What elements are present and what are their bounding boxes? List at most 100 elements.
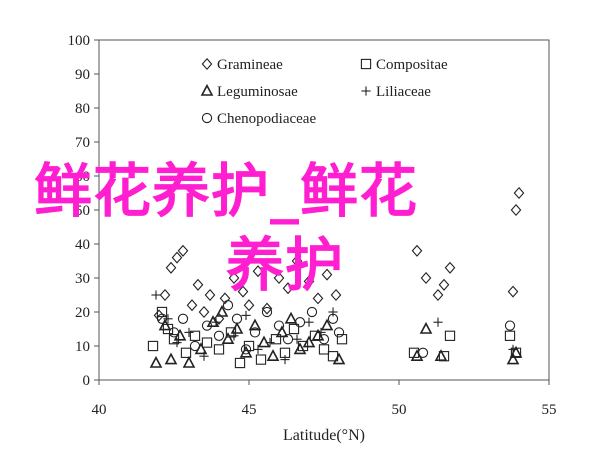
gramineae-point — [165, 261, 177, 274]
leguminosae-point — [320, 318, 334, 331]
leguminosae-point — [215, 304, 229, 317]
chenopodiaceae-point — [333, 327, 345, 338]
leguminosae-point — [419, 321, 433, 334]
gramineae-point — [303, 275, 315, 288]
y-tick-label: 30 — [75, 271, 90, 287]
chenopodiaceae-point — [213, 330, 225, 341]
chenopodiaceae-point — [249, 327, 261, 338]
gramineae-point — [510, 203, 522, 217]
leguminosae-point — [284, 311, 298, 324]
x-axis: 40 45 50 55 — [92, 380, 557, 418]
gramineae-point — [312, 292, 324, 305]
legend-gramineae-marker — [201, 57, 213, 71]
chenopodiaceae-point — [294, 317, 306, 328]
leguminosae-point — [293, 342, 307, 355]
leguminosae-point — [164, 352, 178, 365]
chenopodiaceae-point — [177, 313, 189, 324]
compositae-point — [243, 340, 255, 352]
chenopodiaceae-point — [327, 313, 339, 324]
y-tick-label: 100 — [68, 33, 91, 49]
x-tick-label: 55 — [542, 402, 557, 418]
legend-liliaceae-label: Liliaceae — [376, 84, 431, 100]
y-axis: 0 10 20 30 40 50 60 70 80 90 100 — [68, 33, 99, 389]
legend-compositae-label: Compositae — [376, 57, 448, 73]
y-tick-label: 50 — [75, 203, 90, 219]
gramineae-point — [243, 299, 255, 312]
legend-leguminosae-marker — [200, 83, 214, 96]
chenopodiaceae-point — [201, 320, 213, 331]
x-tick-label: 40 — [92, 402, 107, 418]
liliaceae-point — [229, 331, 239, 341]
y-tick-label: 70 — [75, 135, 90, 151]
gramineae-point — [438, 278, 450, 291]
liliaceae-point — [328, 307, 338, 317]
compositae-point — [213, 344, 225, 355]
leguminosae-point — [434, 349, 448, 362]
x-tick-label: 45 — [242, 402, 257, 418]
leguminosae-point — [410, 349, 424, 362]
legend: Gramineae Compositae Leguminosae Liliaceae C… — [200, 57, 448, 127]
gramineae-point — [237, 285, 249, 298]
gramineae-point — [321, 268, 333, 281]
gramineae-point — [432, 288, 444, 302]
chenopodiaceae-point — [273, 320, 285, 331]
compositae-point — [444, 330, 456, 341]
watermark-line-1: 鲜花养护_鲜花 — [34, 157, 419, 225]
gramineae-point — [159, 288, 171, 302]
liliaceae-point — [433, 317, 443, 327]
gramineae-point — [420, 271, 432, 285]
compositae-point — [504, 330, 516, 341]
leguminosae-point — [275, 325, 289, 338]
leguminosae-point — [248, 318, 262, 331]
gramineae-point — [252, 265, 264, 278]
leguminosae-point — [302, 335, 316, 348]
y-tick-label: 80 — [75, 101, 90, 117]
compositae-point — [255, 354, 267, 365]
leguminosae-point — [158, 318, 172, 331]
leguminosae-point — [506, 352, 520, 365]
leguminosae-point — [332, 352, 346, 365]
liliaceae-point — [151, 290, 161, 300]
gramineae-point — [273, 271, 285, 285]
data-points — [147, 186, 525, 369]
liliaceae-point — [199, 351, 209, 361]
liliaceae-point — [292, 334, 302, 344]
gramineae-point — [198, 305, 210, 319]
y-tick-label: 20 — [75, 305, 90, 321]
compositae-point — [147, 340, 159, 352]
leguminosae-point — [257, 335, 271, 348]
gramineae-point — [192, 278, 204, 291]
gramineae-point — [291, 254, 303, 268]
chenopodiaceae-point — [261, 306, 273, 318]
liliaceae-point — [163, 314, 173, 324]
leguminosae-point — [221, 332, 235, 345]
liliaceae-point — [280, 355, 290, 365]
compositae-point — [288, 323, 300, 335]
liliaceae-point — [172, 338, 182, 348]
leguminosae-point — [182, 355, 196, 368]
legend-liliaceae-marker — [361, 86, 371, 96]
chenopodiaceae-point — [318, 334, 330, 345]
gramineae-point — [411, 244, 423, 257]
gramineae-point — [513, 186, 525, 200]
legend-leguminosae-label: Leguminosae — [217, 84, 298, 100]
compositae-point — [318, 344, 330, 355]
gramineae-point — [204, 288, 216, 302]
gramineae-point — [186, 299, 198, 312]
legend-compositae-marker — [360, 58, 372, 70]
y-tick-label: 0 — [83, 373, 91, 389]
gramineae-point — [444, 261, 456, 274]
leguminosae-point — [149, 355, 163, 368]
leguminosae-point — [230, 321, 244, 334]
gramineae-point — [330, 288, 342, 302]
gramineae-point — [507, 285, 519, 298]
liliaceae-point — [253, 344, 263, 354]
legend-gramineae-label: Gramineae — [217, 57, 283, 73]
compositae-point — [270, 334, 282, 345]
chenopodiaceae-point — [306, 306, 318, 318]
gramineae-point — [228, 271, 240, 285]
gramineae-point — [171, 251, 183, 264]
liliaceae-point — [304, 317, 314, 327]
compositae-point — [156, 306, 168, 318]
